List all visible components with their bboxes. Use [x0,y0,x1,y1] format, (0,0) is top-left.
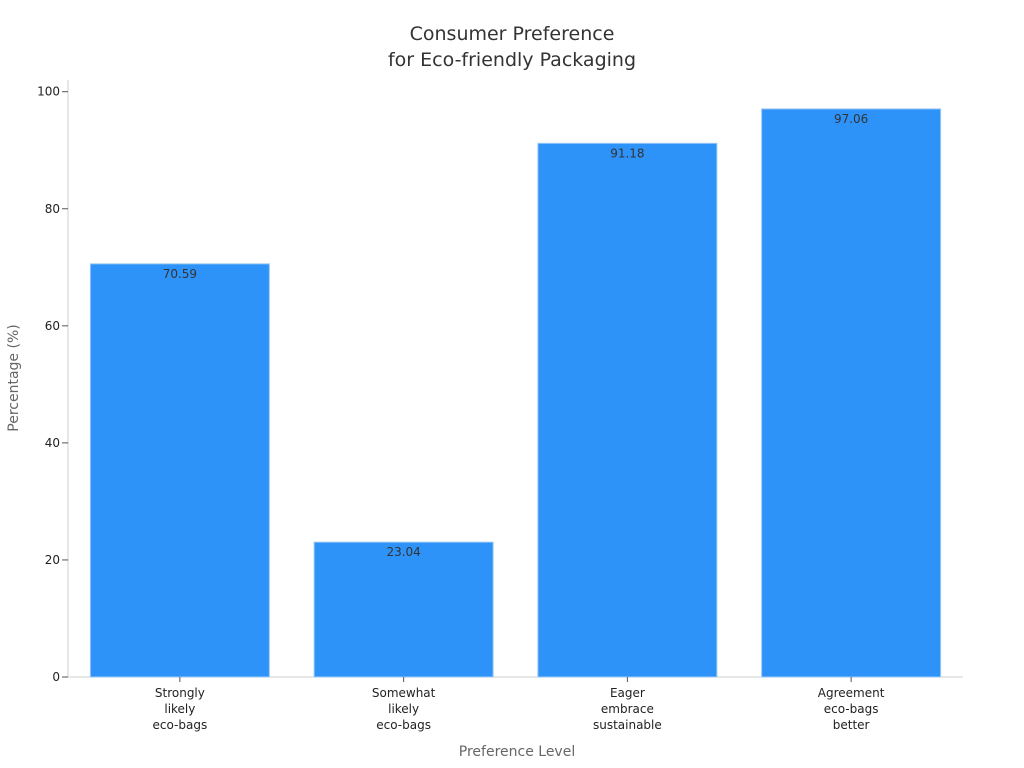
chart-title-line-2: for Eco-friendly Packaging [388,49,636,71]
x-tick-label: embrace [601,702,654,716]
plot-area: 0 20 40 60 80 100 70.59 Strongly likely eco-bags 2… [37,80,963,732]
x-tick-label: eco-bags [153,718,208,732]
x-axis-title: Preference Level [459,744,575,760]
x-tick-label: Agreement [818,686,885,700]
x-tick-label: Strongly [155,686,205,700]
y-tick-label: 100 [37,85,60,99]
x-tick-label: Eager [610,686,645,700]
x-tick-label: likely [388,702,419,716]
data-label: 70.59 [163,267,197,281]
x-tick-label: sustainable [593,718,662,732]
y-tick-label: 60 [45,319,60,333]
y-tick-label: 20 [45,553,60,567]
x-tick-label: Somewhat [372,686,436,700]
data-label: 91.18 [610,146,644,160]
bar [313,541,494,678]
y-tick-label: 40 [45,436,60,450]
chart-title-line-1: Consumer Preference [410,23,615,45]
x-tick-label: likely [164,702,195,716]
data-label: 97.06 [834,112,868,126]
bar [537,142,718,678]
y-tick-label: 0 [52,670,60,684]
y-tick-label: 80 [45,202,60,216]
bar [89,263,270,678]
data-label: 23.04 [386,545,420,559]
bar [761,108,942,678]
y-axis-title: Percentage (%) [6,324,22,431]
x-tick-label: eco-bags [824,702,879,716]
x-tick-label: eco-bags [376,718,431,732]
x-tick-label: better [833,718,870,732]
